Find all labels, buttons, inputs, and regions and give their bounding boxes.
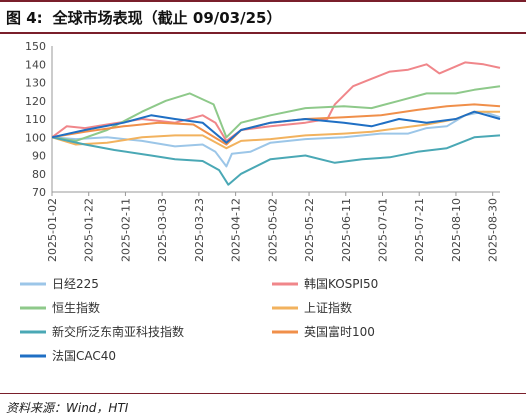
x-tick-label: 2025-08-30 bbox=[487, 198, 500, 262]
x-tick-label: 2025-05-02 bbox=[266, 198, 279, 262]
y-tick-label: 130 bbox=[25, 77, 46, 90]
y-tick-label: 140 bbox=[25, 58, 46, 71]
x-tick-label: 2025-05-22 bbox=[303, 198, 316, 262]
plot-area bbox=[51, 61, 501, 186]
x-tick-label: 2025-04-12 bbox=[230, 198, 243, 262]
x-tick-label: 2025-07-01 bbox=[376, 198, 389, 262]
figure-label: 图 4: bbox=[6, 8, 43, 27]
y-tick-label: 90 bbox=[32, 150, 46, 163]
y-axis: 70 80 90 100 110 120 130 140 150 bbox=[25, 40, 53, 199]
legend-label: 英国富时100 bbox=[304, 324, 375, 339]
y-tick-label: 80 bbox=[32, 168, 46, 181]
figure-title-bar: 图 4: 全球市场表现（截止 09/03/25） bbox=[0, 0, 526, 34]
y-tick-label: 110 bbox=[25, 113, 46, 126]
series-line bbox=[51, 85, 501, 142]
series-line bbox=[51, 110, 501, 168]
y-tick-label: 70 bbox=[32, 186, 46, 199]
legend-label: 法国CAC40 bbox=[52, 349, 116, 363]
legend-label: 韩国KOSPI50 bbox=[304, 276, 378, 291]
x-tick-label: 2025-08-10 bbox=[450, 198, 463, 262]
series-line bbox=[51, 110, 501, 144]
y-tick-label: 150 bbox=[25, 40, 46, 53]
legend-label: 恒生指数 bbox=[52, 300, 100, 315]
x-tick-label: 2025-06-11 bbox=[340, 198, 353, 262]
figure-title: 全球市场表现（截止 09/03/25） bbox=[52, 8, 282, 27]
x-tick-label: 2025-03-23 bbox=[193, 198, 206, 262]
x-tick-label: 2025-01-22 bbox=[83, 198, 96, 262]
series-line bbox=[51, 134, 501, 186]
series-line bbox=[51, 110, 500, 150]
x-tick-label: 2025-01-02 bbox=[46, 198, 59, 262]
y-tick-label: 120 bbox=[25, 95, 46, 108]
source-note: 资料来源：Wind，HTI bbox=[0, 393, 526, 420]
x-tick-label: 2025-07-21 bbox=[413, 198, 426, 262]
x-tick-label: 2025-02-11 bbox=[119, 198, 132, 262]
legend-label: 日经225 bbox=[52, 277, 99, 291]
series-line bbox=[51, 61, 501, 142]
y-tick-label: 100 bbox=[25, 131, 46, 144]
legend-label: 上证指数 bbox=[304, 300, 352, 315]
x-tick-label: 2025-03-03 bbox=[156, 198, 169, 262]
x-axis: 2025-01-02 2025-01-22 2025-02-11 2025-03-03… bbox=[46, 191, 500, 262]
legend-label: 新交所泛东南亚科技指数 bbox=[52, 324, 184, 339]
